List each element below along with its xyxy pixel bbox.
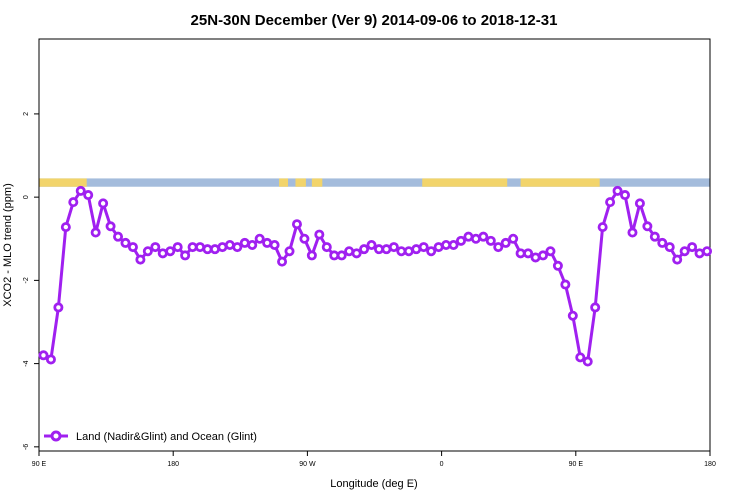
data-point	[582, 356, 593, 367]
x-axis: 90 E 180 90 W 0 90 E 180	[32, 451, 716, 468]
data-point	[254, 233, 265, 244]
x-tick-label: 0	[440, 461, 444, 468]
data-point	[560, 279, 571, 290]
data-point	[150, 242, 161, 253]
data-point	[135, 254, 146, 265]
legend-label: Land (Nadir&Glint) and Ocean (Glint)	[76, 431, 257, 443]
data-point	[545, 246, 556, 257]
data-point	[38, 350, 49, 361]
x-tick-label: 90 W	[299, 461, 316, 468]
x-tick-label: 90 E	[32, 461, 47, 468]
data-point	[351, 248, 362, 259]
y-tick-label: 2	[23, 112, 30, 116]
legend: Land (Nadir&Glint) and Ocean (Glint)	[44, 430, 257, 443]
data-point	[366, 239, 377, 250]
data-point	[45, 354, 56, 365]
data-point	[426, 246, 437, 257]
x-axis-label: Longitude (deg E)	[330, 478, 417, 490]
data-point	[418, 242, 429, 253]
land-band	[295, 178, 306, 187]
data-point	[649, 231, 660, 242]
data-point	[642, 221, 653, 232]
data-point	[291, 219, 302, 230]
data-point	[336, 250, 347, 261]
data-point	[105, 221, 116, 232]
data-point	[180, 250, 191, 261]
data-point	[60, 222, 71, 233]
y-axis-label: XCO2 - MLO trend (ppm)	[2, 183, 14, 306]
data-point	[575, 352, 586, 363]
data-point	[523, 248, 534, 259]
data-point	[500, 237, 511, 248]
data-point	[306, 250, 317, 261]
data-point	[627, 227, 638, 238]
data-point	[142, 246, 153, 257]
data-point	[277, 256, 288, 267]
data-point	[127, 242, 138, 253]
data-point	[605, 197, 616, 208]
ocean-band	[39, 178, 710, 187]
data-point	[590, 302, 601, 313]
data-point	[448, 239, 459, 250]
land-band	[279, 178, 289, 187]
land-band	[311, 178, 323, 187]
data-point	[455, 235, 466, 246]
data-point	[620, 190, 631, 201]
data-point	[120, 237, 131, 248]
data-point	[485, 235, 496, 246]
data-point	[83, 190, 94, 201]
data-point	[359, 244, 370, 255]
data-point	[552, 260, 563, 271]
x-tick-label: 180	[704, 461, 716, 468]
y-tick-label: -6	[23, 444, 30, 450]
data-point	[508, 233, 519, 244]
land-ocean-strip	[39, 178, 710, 187]
chart-title: 25N-30N December (Ver 9) 2014-09-06 to 2…	[191, 12, 558, 29]
x-tick-label: 180	[167, 461, 179, 468]
data-point	[657, 237, 668, 248]
data-point	[269, 239, 280, 250]
land-band	[520, 178, 600, 187]
data-point	[247, 239, 258, 250]
data-point	[493, 242, 504, 253]
data-point	[388, 242, 399, 253]
data-point	[597, 222, 608, 233]
data-point	[299, 233, 310, 244]
y-axis: 2 0 -2 -4 -6	[23, 112, 39, 450]
plot-frame	[38, 38, 711, 452]
data-point	[478, 231, 489, 242]
data-point	[68, 197, 79, 208]
data-point	[90, 227, 101, 238]
data-point	[567, 310, 578, 321]
data-point	[687, 242, 698, 253]
data-point	[98, 198, 109, 209]
data-point	[664, 242, 675, 253]
data-point	[612, 185, 623, 196]
y-tick-label: -2	[23, 277, 30, 283]
land-band	[39, 178, 87, 187]
legend-marker	[50, 430, 62, 442]
data-point	[314, 229, 325, 240]
x-tick-label: 90 E	[569, 461, 584, 468]
data-point	[634, 198, 645, 209]
data-point	[321, 242, 332, 253]
data-point	[702, 246, 713, 257]
series-line	[42, 189, 708, 363]
data-point	[537, 250, 548, 261]
data-point	[672, 254, 683, 265]
land-band	[422, 178, 508, 187]
data-point	[53, 302, 64, 313]
data-point	[172, 242, 183, 253]
y-tick-label: 0	[23, 195, 30, 199]
data-point	[165, 246, 176, 257]
data-point	[113, 231, 124, 242]
data-point	[679, 246, 690, 257]
series-land-ocean	[38, 185, 713, 367]
data-point	[232, 242, 243, 253]
data-point	[284, 246, 295, 257]
y-tick-label: -4	[23, 360, 30, 366]
data-point	[75, 185, 86, 196]
